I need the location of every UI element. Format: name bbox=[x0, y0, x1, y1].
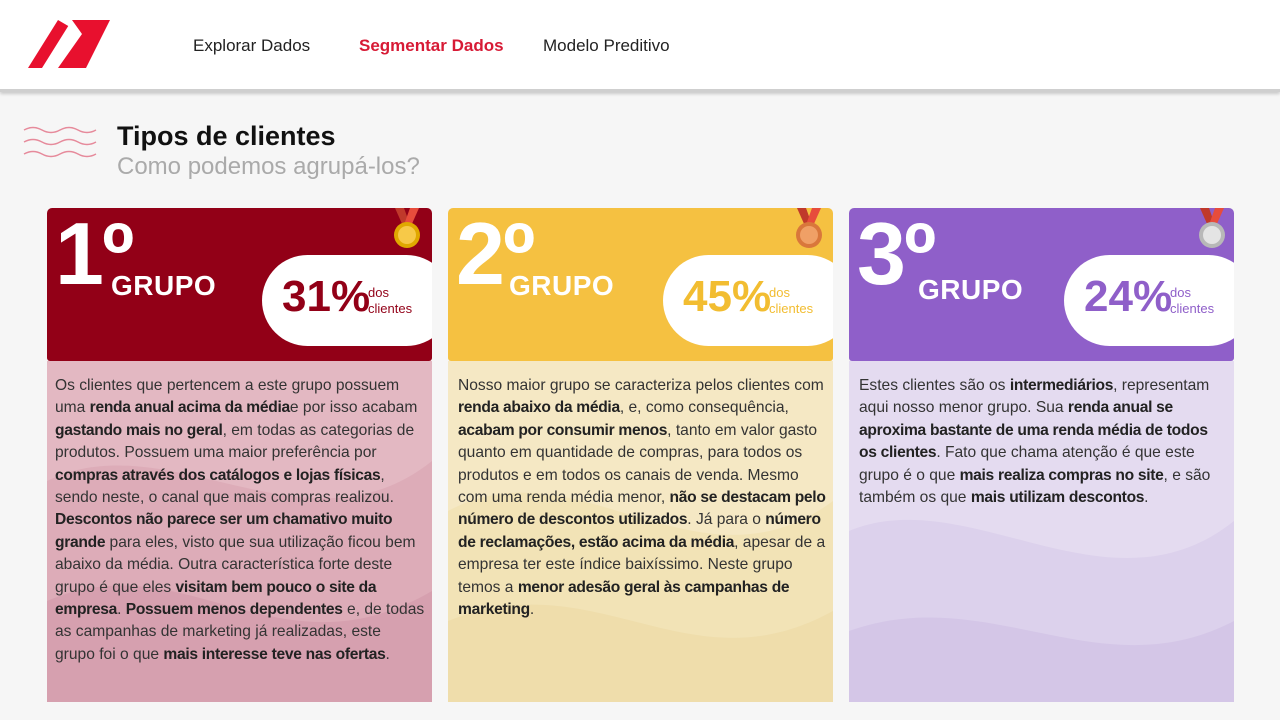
description-highlight: intermediários bbox=[1009, 377, 1114, 394]
description-text: e, de todas as campanhas de marketing já… bbox=[55, 601, 425, 663]
nav-segmentar-dados[interactable]: Segmentar Dados bbox=[359, 36, 504, 55]
description-highlight: Descontos não parece ser um chamativo mu… bbox=[55, 511, 393, 551]
group-card-3: 3º GRUPO 24% dos clientes Estes clientes … bbox=[849, 208, 1234, 702]
description-highlight: número de reclamações, estão acima da mé… bbox=[458, 511, 821, 551]
description-highlight: compras através dos catálogos e lojas fí… bbox=[55, 466, 381, 484]
description-text: , apesar de a empresa ter este índice ba… bbox=[458, 533, 826, 596]
description-highlight: mais realiza compras no site bbox=[959, 466, 1164, 484]
gold-medal-icon bbox=[394, 208, 420, 248]
description-text: . bbox=[529, 601, 535, 619]
description-text: e por isso acabam bbox=[289, 399, 418, 417]
group-rank: 2º bbox=[456, 208, 535, 303]
description-text: Estes clientes são os bbox=[859, 377, 1010, 394]
wave-lines-icon bbox=[23, 126, 97, 158]
description-text: , em todas as categorias de produtos. Po… bbox=[55, 421, 415, 462]
percent-note: dos clientes bbox=[769, 285, 814, 316]
group-card-1-header: 1º GRUPO 31% dos clientes bbox=[47, 208, 432, 361]
description-highlight: renda anual acima da média bbox=[89, 399, 291, 417]
percent-value: 31% bbox=[282, 272, 371, 321]
group-card-2: 2º GRUPO 45% dos clientes Nosso maior gru… bbox=[448, 208, 833, 702]
group-label: GRUPO bbox=[509, 270, 615, 301]
nav-modelo-preditivo[interactable]: Modelo Preditivo bbox=[543, 36, 670, 55]
description-text: para eles, visto que sua utilização fico… bbox=[55, 533, 416, 596]
description-text: . bbox=[117, 601, 126, 619]
description-text: , representam aqui nosso menor grupo. Su… bbox=[859, 377, 1210, 417]
nav-explorar-dados[interactable]: Explorar Dados bbox=[193, 36, 311, 55]
description-highlight: acabam por consumir menos bbox=[458, 421, 668, 439]
description-highlight: menor adesão geral às campanhas de marke… bbox=[458, 578, 790, 619]
description-text: . Já para o bbox=[687, 511, 766, 529]
description-text: . Fato que chama atenção é que este grup… bbox=[859, 444, 1195, 484]
card-background-swirl bbox=[448, 492, 833, 702]
description-text: Nosso maior grupo se caracteriza pelos c… bbox=[458, 377, 824, 394]
description-text: , e são também os que bbox=[859, 466, 1211, 507]
description-highlight: mais interesse teve nas ofertas bbox=[163, 645, 386, 663]
group-label: GRUPO bbox=[111, 270, 217, 301]
group-card-3-header: 3º GRUPO 24% dos clientes bbox=[849, 208, 1234, 361]
card-background-swirl bbox=[47, 461, 432, 702]
percent-badge: 45% dos clientes bbox=[663, 255, 833, 346]
group-description: Estes clientes são os intermediários, re… bbox=[859, 375, 1229, 509]
description-highlight: não se destacam pelo número de descontos… bbox=[458, 489, 826, 529]
page-title: Tipos de clientes bbox=[117, 121, 336, 151]
percent-note: dos clientes bbox=[1170, 285, 1215, 316]
description-highlight: Possuem menos dependentes bbox=[125, 601, 343, 619]
description-text: , tanto em valor gasto quanto em quantid… bbox=[458, 421, 818, 507]
description-highlight: renda abaixo da média bbox=[458, 399, 620, 417]
group-rank: 1º bbox=[55, 208, 134, 303]
percent-badge: 31% dos clientes bbox=[262, 255, 432, 346]
description-text: , sendo neste, o canal que mais compras … bbox=[55, 466, 394, 507]
group-label: GRUPO bbox=[918, 274, 1024, 305]
group-card-2-header: 2º GRUPO 45% dos clientes bbox=[448, 208, 833, 361]
group-rank: 3º bbox=[857, 208, 936, 303]
description-highlight: mais utilizam descontos bbox=[970, 489, 1145, 507]
description-text: Os clientes que pertencem a este grupo p… bbox=[55, 377, 400, 417]
group-card-1-body: Os clientes que pertencem a este grupo p… bbox=[47, 361, 432, 702]
description-text: , e, como consequência, bbox=[619, 399, 789, 417]
silver-medal-icon bbox=[1199, 208, 1225, 248]
group-card-3-body: Estes clientes são os intermediários, re… bbox=[849, 361, 1234, 702]
description-text: . bbox=[385, 645, 390, 663]
percent-value: 45% bbox=[683, 272, 772, 321]
group-card-1: 1º GRUPO 31% dos clientes Os clientes que… bbox=[47, 208, 432, 702]
bronze-medal-icon bbox=[796, 208, 822, 248]
percent-value: 24% bbox=[1084, 272, 1173, 321]
page-subtitle: Como podemos agrupá-los? bbox=[117, 153, 420, 180]
group-description: Nosso maior grupo se caracteriza pelos c… bbox=[458, 375, 828, 621]
percent-note: dos clientes bbox=[368, 285, 413, 316]
card-background-swirl bbox=[849, 519, 1234, 702]
description-highlight: visitam bem pouco o site da empresa bbox=[55, 578, 377, 619]
description-highlight: gastando mais no geral bbox=[55, 421, 223, 439]
brand-logo[interactable] bbox=[28, 20, 110, 70]
percent-badge: 24% dos clientes bbox=[1064, 255, 1234, 346]
group-card-2-body: Nosso maior grupo se caracteriza pelos c… bbox=[448, 361, 833, 702]
description-highlight: renda anual se aproxima bastante de uma … bbox=[859, 399, 1208, 462]
description-text: . bbox=[1144, 489, 1149, 507]
group-description: Os clientes que pertencem a este grupo p… bbox=[55, 375, 425, 666]
top-navigation-bar: Explorar Dados Segmentar Dados Modelo Pr… bbox=[0, 0, 1280, 92]
